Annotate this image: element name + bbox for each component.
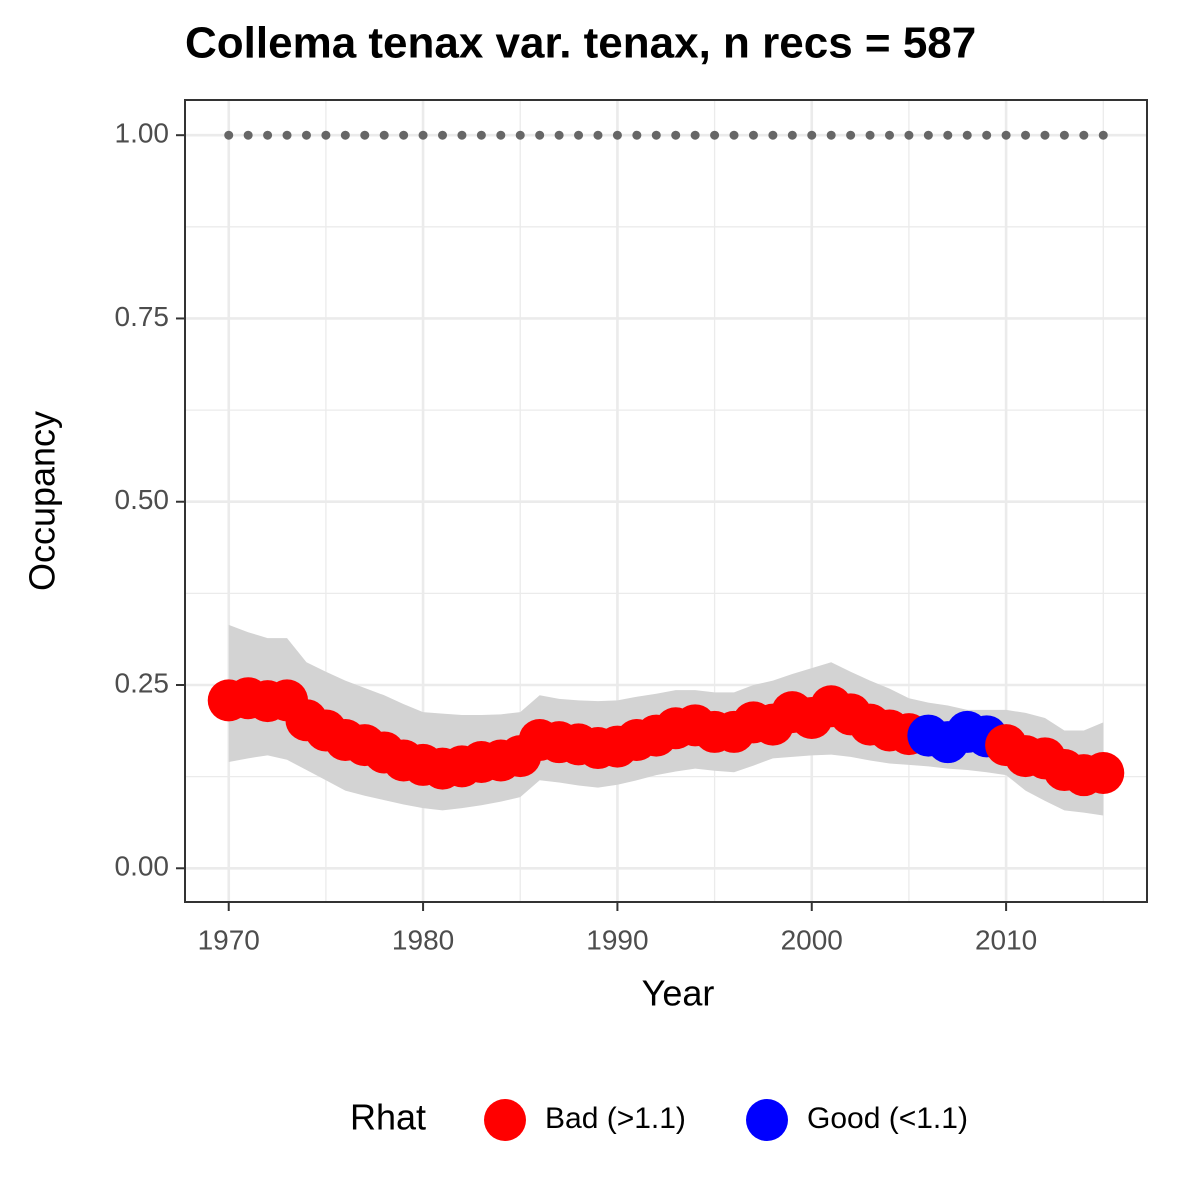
reference-dot — [340, 130, 350, 140]
y-tick-label: 0.75 — [115, 301, 170, 332]
reference-dot — [515, 130, 525, 140]
legend-swatch — [746, 1099, 788, 1141]
y-tick-label: 0.00 — [115, 851, 170, 882]
reference-dot — [982, 130, 992, 140]
reference-dot — [884, 130, 894, 140]
reference-dot — [1021, 130, 1031, 140]
reference-dot — [379, 130, 389, 140]
x-tick-label: 2000 — [781, 924, 843, 955]
legend-label: Bad (>1.1) — [545, 1102, 686, 1135]
reference-dot — [360, 130, 370, 140]
reference-dot — [418, 130, 428, 140]
reference-dot — [787, 130, 797, 140]
legend-swatch — [484, 1099, 526, 1141]
reference-dot — [1059, 130, 1069, 140]
reference-dot — [321, 130, 331, 140]
reference-dot — [807, 130, 817, 140]
reference-dot — [282, 130, 292, 140]
reference-dot — [943, 130, 953, 140]
reference-dot — [535, 130, 545, 140]
reference-dot — [438, 130, 448, 140]
reference-dot — [846, 130, 856, 140]
reference-dot — [923, 130, 933, 140]
reference-dot — [593, 130, 603, 140]
legend-label: Good (<1.1) — [807, 1102, 968, 1135]
reference-dot — [457, 130, 467, 140]
legend: Rhat Bad (>1.1) Good (<1.1) — [350, 1097, 968, 1141]
reference-dot — [476, 130, 486, 140]
reference-dot — [690, 130, 700, 140]
marks — [207, 130, 1125, 816]
y-tick-label: 0.25 — [115, 667, 170, 698]
reference-dot — [651, 130, 661, 140]
reference-dot — [671, 130, 681, 140]
reference-dot — [554, 130, 564, 140]
reference-dot — [768, 130, 778, 140]
reference-dot — [1001, 130, 1011, 140]
reference-dot — [496, 130, 506, 140]
reference-dot — [301, 130, 311, 140]
reference-dot — [748, 130, 758, 140]
x-tick-label: 1970 — [198, 924, 260, 955]
x-tick-label: 1980 — [392, 924, 454, 955]
reference-dot — [710, 130, 720, 140]
x-tick-label: 2010 — [975, 924, 1037, 955]
point — [1082, 751, 1125, 794]
reference-dot — [574, 130, 584, 140]
x-tick-label: 1990 — [586, 924, 648, 955]
reference-dot — [865, 130, 875, 140]
reference-dot — [826, 130, 836, 140]
y-axis-label: Occupancy — [22, 411, 63, 591]
reference-dot — [962, 130, 972, 140]
reference-dot — [243, 130, 253, 140]
reference-dot — [904, 130, 914, 140]
y-tick-label: 0.50 — [115, 484, 170, 515]
legend-title: Rhat — [350, 1097, 426, 1138]
reference-dot — [224, 130, 234, 140]
reference-dot — [612, 130, 622, 140]
reference-dot — [1079, 130, 1089, 140]
reference-dot — [399, 130, 409, 140]
reference-dot — [1040, 130, 1050, 140]
y-tick-label: 1.00 — [115, 118, 170, 149]
reference-dot — [263, 130, 273, 140]
chart-title: Collema tenax var. tenax, n recs = 587 — [185, 19, 976, 68]
x-axis-label: Year — [642, 973, 715, 1014]
reference-dot — [729, 130, 739, 140]
reference-dot — [632, 130, 642, 140]
reference-dot — [1098, 130, 1108, 140]
axes: 0.00 0.25 0.50 0.75 1.00 1970 1980 1990 2000 2010 — [115, 99, 1148, 955]
